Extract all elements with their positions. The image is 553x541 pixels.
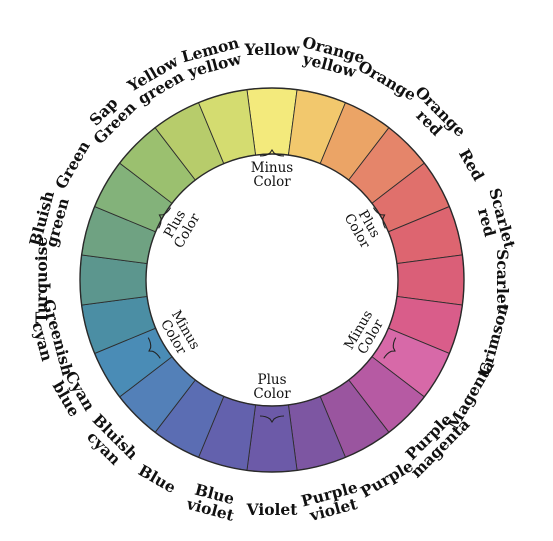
label-yellow: Yellow xyxy=(243,40,300,59)
label-sap-green: SapGreen xyxy=(78,86,140,148)
label-orange-yellow: Orangeyellow xyxy=(296,32,367,82)
label-scarlet: Scarlet xyxy=(493,249,512,312)
ring-inner-edge xyxy=(145,153,399,407)
brace-mark xyxy=(259,415,285,423)
brace-mark xyxy=(158,207,172,229)
label-blue-violet: Blueviolet xyxy=(184,478,241,525)
label-yellow-green: Yellowgreen xyxy=(123,51,190,110)
label-bluish-green: Bluishgreen xyxy=(25,189,73,252)
ring-outer-edge xyxy=(79,87,465,473)
label-turquoise: Turquoise xyxy=(32,237,51,324)
label-cyan-blue: Cyanblue xyxy=(47,368,99,422)
label-lemon-yellow: Lemonyellow xyxy=(179,33,245,82)
label-bluish-cyan: Bluishcyan xyxy=(77,410,141,474)
brace-mark xyxy=(383,337,397,359)
brace-mark xyxy=(147,337,161,359)
label-purple-violet: Purpleviolet xyxy=(299,477,364,526)
svg-text:PlusColor: PlusColor xyxy=(253,372,291,402)
label-purple: Purple xyxy=(357,456,417,501)
label-scarlet-red: Scarletred xyxy=(470,186,520,256)
label-green: Green xyxy=(51,137,94,192)
brace-mark xyxy=(372,207,386,229)
svg-text:MinusColor: MinusColor xyxy=(251,160,294,190)
label-orange: Orange xyxy=(355,56,420,104)
label-red: Red xyxy=(455,145,488,184)
label-violet: Violet xyxy=(246,500,299,519)
brace-mark xyxy=(259,149,285,157)
color-ring xyxy=(79,87,465,473)
label-blue: Blue xyxy=(135,460,179,497)
